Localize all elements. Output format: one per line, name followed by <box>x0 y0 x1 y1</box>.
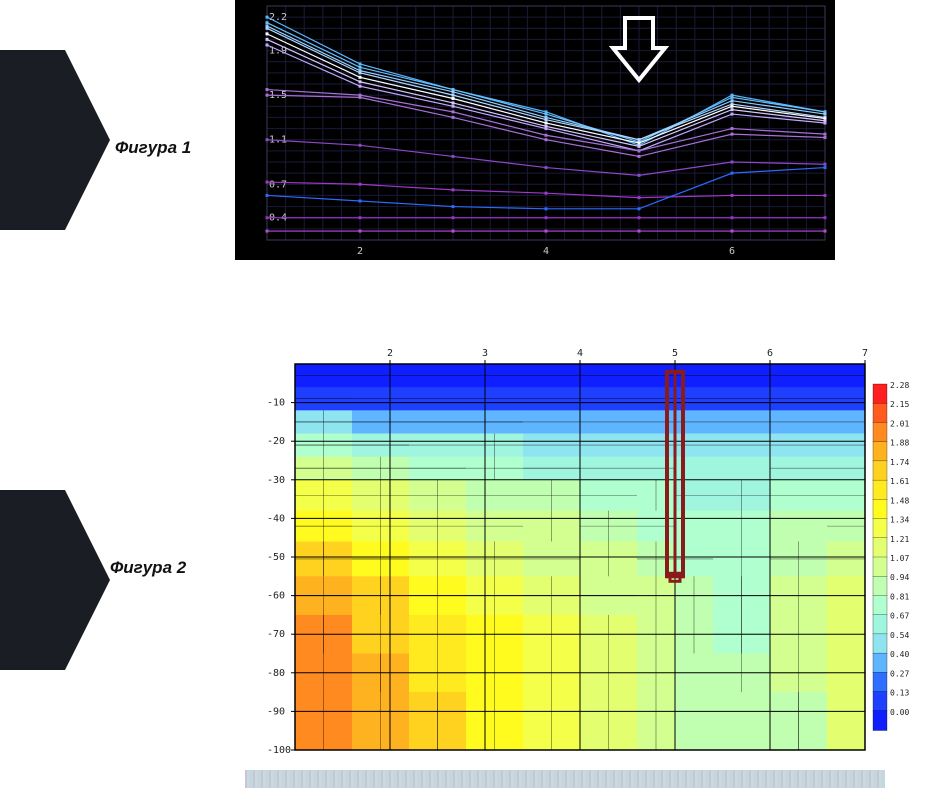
svg-text:-70: -70 <box>267 629 285 640</box>
svg-text:1.34: 1.34 <box>890 516 909 525</box>
line-chart: 0.40.71.11.51.92.2246 <box>235 0 835 260</box>
svg-text:0.81: 0.81 <box>890 592 909 601</box>
svg-text:1.48: 1.48 <box>890 496 909 505</box>
svg-text:-90: -90 <box>267 706 285 717</box>
svg-text:2: 2 <box>387 348 393 359</box>
svg-text:2.15: 2.15 <box>890 400 909 409</box>
svg-text:0.13: 0.13 <box>890 689 909 698</box>
svg-text:1.61: 1.61 <box>890 477 909 486</box>
figure2-label: Фигура 2 <box>110 558 186 578</box>
svg-text:4: 4 <box>543 246 549 257</box>
svg-text:7: 7 <box>862 348 868 359</box>
svg-text:1.07: 1.07 <box>890 554 909 563</box>
svg-text:4: 4 <box>577 348 583 359</box>
svg-text:0.67: 0.67 <box>890 612 909 621</box>
svg-text:0.40: 0.40 <box>890 650 909 659</box>
svg-text:5: 5 <box>672 348 678 359</box>
svg-text:2.01: 2.01 <box>890 419 909 428</box>
svg-text:2.2: 2.2 <box>269 12 287 23</box>
svg-text:-10: -10 <box>267 398 285 409</box>
svg-text:0.7: 0.7 <box>269 179 287 190</box>
svg-text:0.94: 0.94 <box>890 573 909 582</box>
svg-text:2.28: 2.28 <box>890 381 909 390</box>
chevron-decor-1 <box>0 50 65 230</box>
svg-text:2: 2 <box>357 246 363 257</box>
svg-text:0.27: 0.27 <box>890 669 909 678</box>
svg-text:-20: -20 <box>267 436 285 447</box>
svg-text:-80: -80 <box>267 668 285 679</box>
noise-bar <box>245 770 885 788</box>
figure1-label: Фигура 1 <box>115 138 191 158</box>
svg-text:3: 3 <box>482 348 488 359</box>
svg-text:1.21: 1.21 <box>890 535 909 544</box>
chevron-decor-2 <box>0 490 65 670</box>
svg-text:-50: -50 <box>267 552 285 563</box>
svg-text:1.74: 1.74 <box>890 458 909 467</box>
svg-text:-60: -60 <box>267 591 285 602</box>
svg-text:-30: -30 <box>267 475 285 486</box>
heatmap-chart: 2 3 4 5 6 7 -10 -20 -30 -40 -50 -60 -70 -80 -90 -100 2.2… <box>245 340 925 760</box>
svg-text:0.54: 0.54 <box>890 631 909 640</box>
svg-text:6: 6 <box>767 348 773 359</box>
svg-text:-40: -40 <box>267 513 285 524</box>
svg-text:0.00: 0.00 <box>890 708 909 717</box>
svg-text:1.88: 1.88 <box>890 439 909 448</box>
svg-text:6: 6 <box>729 246 735 257</box>
svg-text:-100: -100 <box>267 745 291 756</box>
